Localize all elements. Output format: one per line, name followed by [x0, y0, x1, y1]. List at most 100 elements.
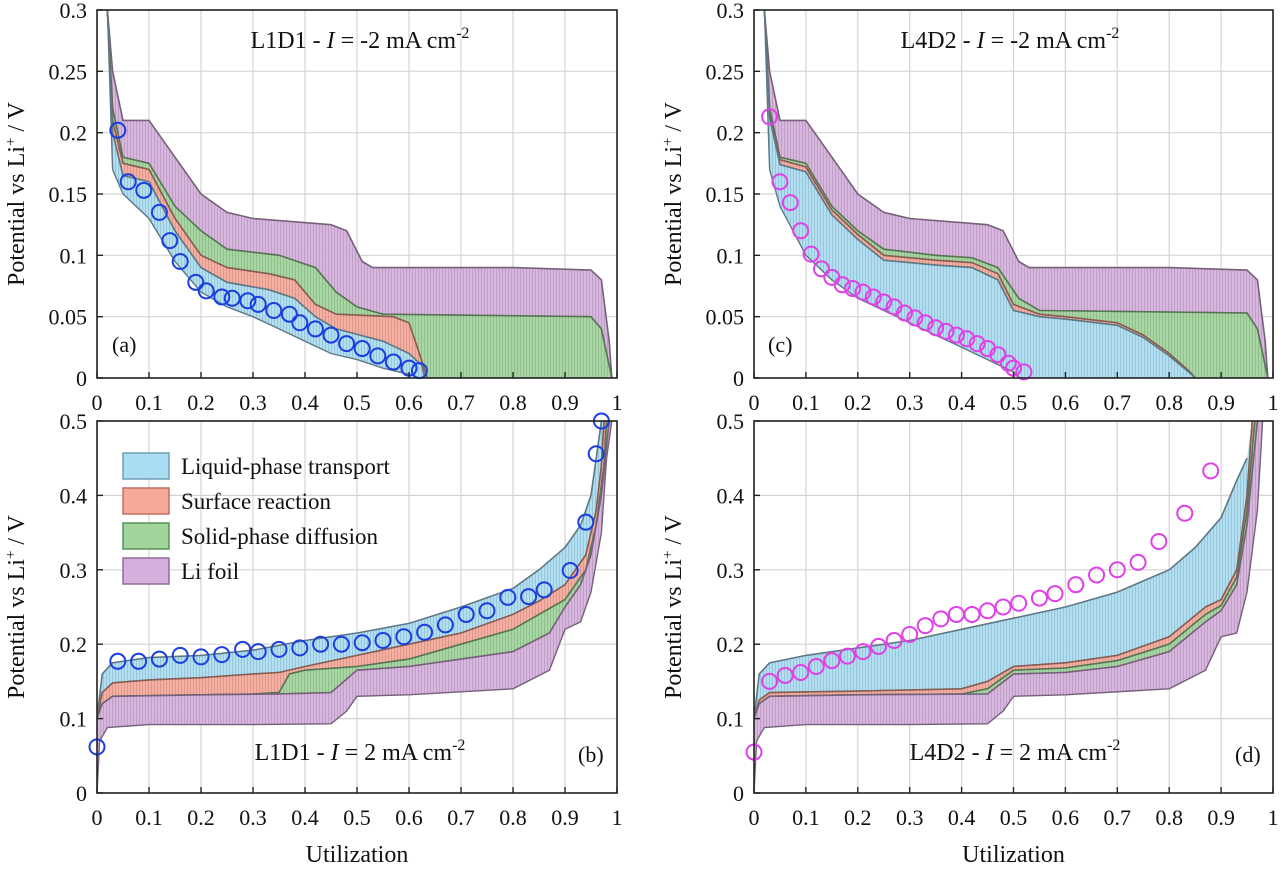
x-tick-label: 0.7	[1104, 805, 1132, 830]
data-point	[520, 588, 538, 606]
data-point	[457, 605, 475, 623]
x-tick-label: 0.6	[1052, 390, 1080, 415]
legend-swatch-liquid-phase-transport	[122, 452, 170, 480]
x-tick-label: 0.8	[1155, 805, 1183, 830]
legend-swatch-surface-reaction	[122, 487, 170, 515]
data-point	[119, 173, 137, 191]
y-tick-label: 0.05	[706, 305, 745, 330]
x-tick-label: 0.3	[896, 805, 924, 830]
data-point	[369, 347, 387, 365]
data-point	[535, 581, 553, 599]
y-tick-label: 0.3	[60, 0, 88, 23]
data-point	[436, 616, 454, 634]
y-tick-label: 0.2	[717, 632, 745, 657]
y-tick-label: 0.25	[49, 59, 88, 84]
y-tick-label: 0	[733, 366, 744, 391]
x-tick-label: 1	[1268, 390, 1279, 415]
data-point	[823, 652, 841, 670]
band-edge-li-foil	[754, 421, 1259, 719]
band-edge-liquid-phase-transport	[106, 10, 426, 378]
data-point	[1030, 589, 1048, 607]
data-point	[416, 623, 434, 641]
x-tick-label: 0.8	[499, 390, 527, 415]
data-point	[197, 282, 215, 300]
y-tick-label: 0.1	[717, 707, 745, 732]
data-point	[353, 340, 371, 358]
data-point	[761, 108, 779, 126]
data-point	[384, 353, 402, 371]
x-tick-label: 0.9	[551, 390, 579, 415]
panel-title: L4D2 - I = -2 mA cm-2	[901, 25, 1120, 54]
data-point	[927, 319, 945, 337]
data-point	[135, 181, 153, 199]
y-tick-label: 0	[76, 366, 87, 391]
data-point	[171, 252, 189, 270]
band-hatch-surface-reaction	[107, 10, 428, 378]
data-point	[958, 330, 976, 348]
y-axis-label: Potential vs Li+ / V	[660, 514, 687, 699]
x-tick-label: 0.7	[447, 805, 475, 830]
panel-label: (b)	[578, 742, 604, 767]
x-tick-label: 0	[92, 390, 103, 415]
y-tick-label: 0.1	[60, 707, 88, 732]
band-hatch-solid-phase-diffusion	[764, 10, 1268, 378]
panel-label: (d)	[1235, 742, 1261, 767]
data-point	[171, 646, 189, 664]
band-hatch-liquid-phase-transport	[764, 10, 1196, 378]
band-hatch-solid-phase-diffusion	[97, 421, 610, 719]
x-tick-label: 0.5	[1000, 805, 1028, 830]
data-point	[864, 288, 882, 306]
x-tick-label: 0	[92, 805, 103, 830]
x-tick-label: 0.4	[948, 390, 976, 415]
y-axis-label: Potential vs Li+ / V	[660, 101, 687, 286]
panel-title: L4D2 - I = 2 mA cm-2	[910, 737, 1121, 766]
data-point	[1067, 576, 1085, 594]
legend-label-solid-phase-diffusion: Solid-phase diffusion	[181, 524, 378, 549]
band-edge-li-foil	[97, 421, 613, 793]
x-tick-label: 1	[612, 390, 623, 415]
data-point	[875, 293, 893, 311]
x-tick-label: 0.3	[239, 805, 267, 830]
x-tick-label: 0.1	[135, 390, 163, 415]
band-edge-li-foil	[106, 10, 613, 378]
x-tick-label: 0	[749, 805, 760, 830]
data-point	[213, 288, 231, 306]
y-tick-label: 0	[76, 781, 87, 806]
y-tick-label: 0.4	[717, 483, 745, 508]
x-tick-label: 0.6	[1052, 805, 1080, 830]
band-hatch-li-foil	[97, 421, 612, 793]
legend-label-surface-reaction: Surface reaction	[181, 489, 332, 514]
x-tick-label: 0.3	[239, 390, 267, 415]
x-tick-label: 0.9	[551, 805, 579, 830]
band-edge-liquid-phase-transport	[763, 10, 1196, 378]
y-tick-label: 0.1	[717, 243, 745, 268]
data-point	[499, 588, 517, 606]
data-point	[994, 598, 1012, 616]
band-edge-surface-reaction	[763, 10, 1196, 378]
data-point	[265, 302, 283, 320]
data-point	[844, 279, 862, 297]
x-tick-label: 0	[749, 390, 760, 415]
data-point	[1129, 553, 1147, 571]
data-points	[761, 108, 1033, 381]
band-hatch-surface-reaction	[97, 421, 607, 719]
data-point	[896, 304, 914, 322]
x-tick-label: 0.7	[1104, 390, 1132, 415]
x-axis-label: Utilization	[962, 842, 1065, 867]
data-point	[906, 309, 924, 327]
band-hatch-li-foil	[764, 10, 1268, 378]
x-tick-label: 0.8	[1155, 390, 1183, 415]
band-hatch-li-foil	[107, 10, 612, 378]
x-tick-label: 0.9	[1207, 390, 1235, 415]
y-tick-label: 0.2	[60, 632, 88, 657]
data-point	[838, 647, 856, 665]
band-edge-liquid-phase-transport	[763, 10, 1020, 378]
x-tick-label: 0.6	[395, 805, 423, 830]
x-tick-label: 1	[612, 805, 623, 830]
y-axis-label: Potential vs Li+ / V	[3, 514, 30, 699]
x-tick-label: 1	[1268, 805, 1279, 830]
data-point	[291, 314, 309, 332]
data-point	[1108, 561, 1126, 579]
